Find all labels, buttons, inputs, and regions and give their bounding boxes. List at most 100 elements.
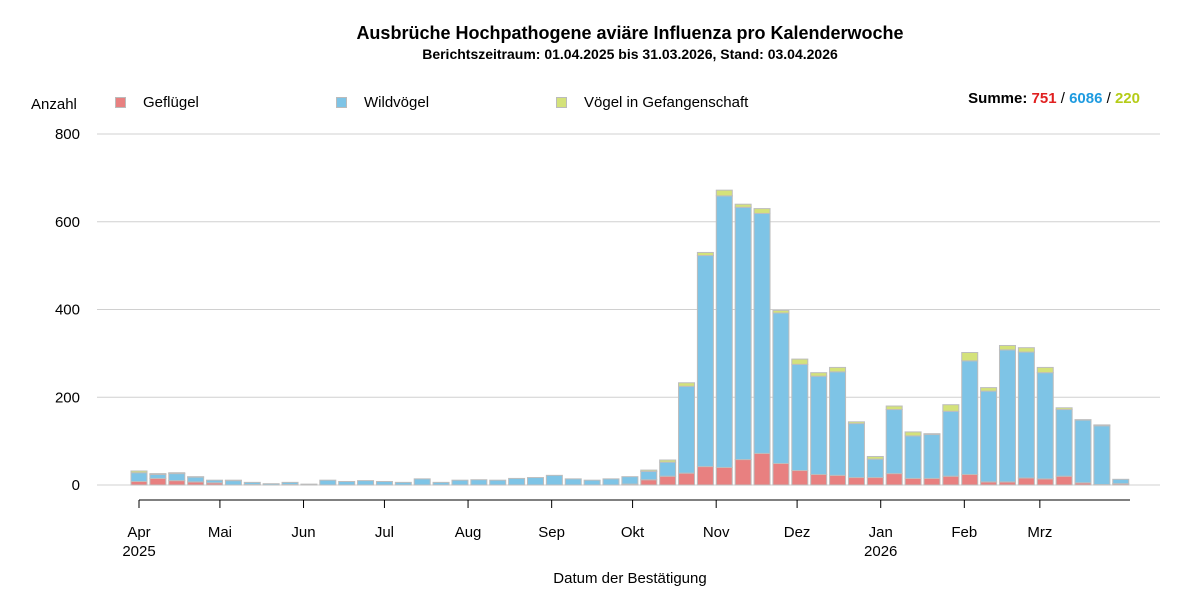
bar-segment — [357, 480, 375, 486]
x-tick-label: Apr — [127, 524, 150, 541]
bar-segment — [1017, 477, 1035, 486]
bar-segment — [149, 473, 167, 475]
bar-segment — [923, 477, 941, 486]
bar-segment — [998, 344, 1016, 351]
summe-gefangenschaft: 220 — [1114, 90, 1140, 107]
bar-segment — [961, 473, 979, 486]
summe-annotation: Summe: 751 / 6086 / 220 — [968, 90, 1140, 107]
bar-segment — [810, 372, 828, 377]
x-tick-label: Jul — [375, 524, 394, 541]
bar-segment — [829, 366, 847, 373]
bar-segment — [394, 481, 412, 486]
bar-segment — [847, 423, 865, 479]
bar-segment — [942, 475, 960, 486]
bar-segment — [923, 434, 941, 479]
x-axis-label: Datum der Bestätigung — [553, 570, 707, 587]
legend-label: Geflügel — [143, 94, 199, 111]
bar-segment — [678, 472, 696, 486]
bar-segment — [829, 371, 847, 476]
bar-segment — [1017, 351, 1035, 479]
bar-segment — [942, 410, 960, 477]
y-tick-label: 0 — [72, 477, 80, 494]
bar-segment — [1055, 407, 1073, 411]
bar-segment — [696, 255, 714, 468]
bar-segment — [885, 473, 903, 486]
bar-segment — [602, 478, 620, 486]
bar-segment — [130, 480, 148, 486]
x-tick-label: Jun — [291, 524, 315, 541]
bar-segment — [432, 481, 450, 486]
y-tick-label: 200 — [55, 389, 80, 406]
legend-item-gefangenschaft: Vögel in Gefangenschaft — [556, 94, 748, 111]
bar-segment — [149, 477, 167, 486]
x-tick-year-label: 2025 — [122, 543, 155, 560]
legend-swatch — [336, 97, 347, 108]
bar-segment — [810, 473, 828, 486]
summe-wildvoegel: 6086 — [1069, 90, 1103, 107]
bar-segment — [470, 479, 488, 486]
legend-label: Wildvögel — [364, 94, 430, 111]
x-tick-label: Mai — [208, 524, 232, 541]
bar-segment — [772, 463, 790, 486]
bar-segment — [961, 360, 979, 475]
bar-segment — [187, 476, 205, 483]
bar-segment — [224, 480, 242, 486]
bar-segment — [904, 435, 922, 479]
bar-segment — [621, 476, 639, 485]
summe-gefluegel: 751 — [1031, 90, 1057, 107]
bar-segment — [659, 475, 677, 486]
bar-segment — [319, 479, 337, 486]
bar-segment — [1074, 419, 1092, 484]
bar-segment — [206, 479, 224, 484]
legend-label: Vögel in Gefangenschaft — [584, 94, 749, 111]
bar-segment — [262, 483, 280, 486]
bar-segment — [678, 385, 696, 474]
bar-segment — [130, 470, 148, 474]
bar-segment — [734, 203, 752, 208]
bar-segment — [130, 472, 148, 482]
summe-separator: / — [1106, 90, 1111, 107]
bar-segment — [149, 473, 167, 479]
x-tick-label: Feb — [951, 524, 977, 541]
x-tick-label: Nov — [703, 524, 730, 541]
bar-segment — [338, 480, 356, 486]
bar-segment — [1093, 425, 1111, 486]
bar-segment — [281, 481, 299, 486]
bar-segment — [1093, 424, 1111, 427]
bar-segment — [1036, 366, 1054, 374]
bar-segment — [866, 455, 884, 460]
bar-segment — [866, 477, 884, 486]
bar-segment — [1036, 478, 1054, 486]
bar-segment — [734, 206, 752, 461]
bar-segment — [866, 458, 884, 479]
bar-segment — [583, 479, 601, 486]
bar-segment — [640, 470, 658, 481]
bar-segment — [980, 390, 998, 483]
bar-segment — [772, 312, 790, 465]
y-tick-label: 400 — [55, 302, 80, 319]
bar-segment — [545, 474, 563, 486]
bar-segment — [640, 479, 658, 486]
bar-segment — [753, 452, 771, 486]
bar-segment — [753, 208, 771, 214]
summe-label: Summe: — [968, 90, 1028, 107]
bar-segment — [923, 433, 941, 436]
x-tick-label: Mrz — [1027, 524, 1052, 541]
bar-segment — [980, 387, 998, 392]
bar-segment — [961, 351, 979, 362]
bar-segment — [564, 478, 582, 486]
chart-title: Ausbrüche Hochpathogene aviäre Influenza… — [356, 23, 904, 43]
y-tick-label: 800 — [55, 126, 80, 143]
bar-segment — [300, 483, 318, 486]
bar-segment — [640, 469, 658, 472]
bar-segment — [791, 470, 809, 486]
bar-segment — [375, 480, 393, 486]
x-tick-label: Dez — [784, 524, 811, 541]
bar-segment — [451, 479, 469, 486]
bar-segment — [168, 472, 186, 475]
bar-segment — [659, 459, 677, 463]
x-tick-year-label: 2026 — [864, 543, 897, 560]
bar-segment — [168, 480, 186, 486]
